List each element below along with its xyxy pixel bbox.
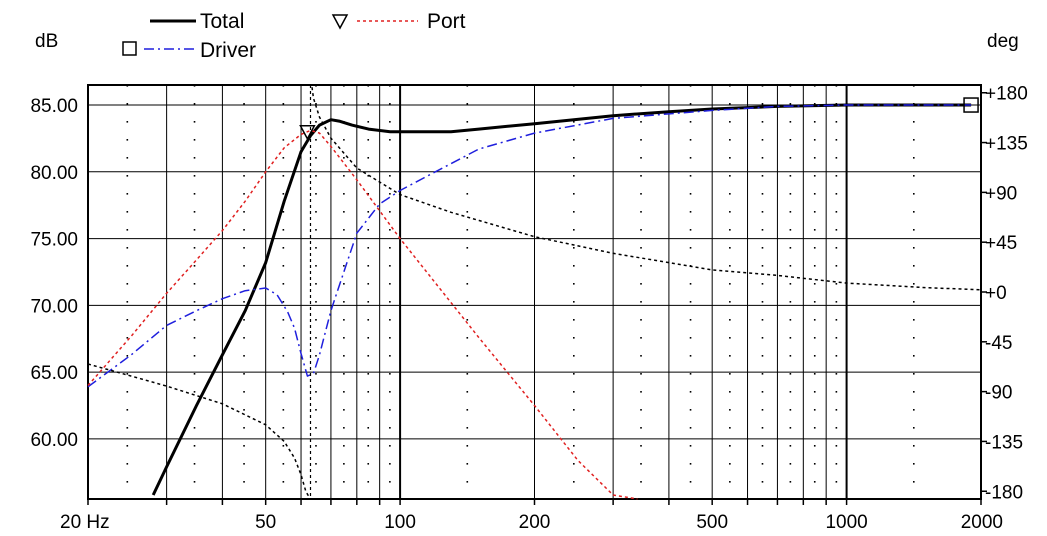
y-tick-label: 60.00	[30, 430, 78, 451]
x-tick-label: 100	[384, 512, 416, 533]
legend-label-total: Total	[200, 10, 244, 33]
x-tick-label: 20 Hz	[60, 512, 110, 533]
y2-tick-label: +90	[985, 183, 1017, 204]
legend-label-port: Port	[427, 10, 466, 33]
x-tick-label: 50	[255, 512, 276, 533]
y2-tick-label: -180	[985, 482, 1023, 503]
y-tick-label: 70.00	[30, 296, 78, 317]
triangle-marker-icon	[331, 14, 349, 30]
x-tick-label: 2000	[961, 512, 1003, 533]
square-marker-icon	[122, 41, 137, 56]
series-line-total	[151, 103, 972, 496]
right-axis-unit: deg	[987, 31, 1019, 52]
left-axis: 85.00 80.00 75.00 70.00 65.00 60.00	[30, 96, 78, 451]
x-tick-label: 500	[696, 512, 728, 533]
y2-tick-label: +135	[985, 134, 1028, 155]
legend-entry-total: Total	[150, 10, 244, 33]
series-line-phase	[87, 87, 982, 498]
series-line-port	[87, 129, 638, 500]
y-tick-label: 65.00	[30, 363, 78, 384]
legend-entry-driver: Driver	[122, 39, 256, 62]
y-tick-label: 85.00	[30, 96, 78, 117]
triangle-marker-icon	[299, 124, 316, 141]
y2-tick-label: -135	[985, 432, 1023, 453]
y2-tick-label: -45	[985, 333, 1012, 354]
y2-tick-label: -90	[985, 383, 1012, 404]
y2-tick-label: +0	[985, 283, 1007, 304]
grid-lines	[87, 85, 987, 505]
series-lines	[87, 85, 982, 500]
series-markers	[299, 97, 979, 141]
legend-entry-port: Port	[331, 10, 466, 33]
left-axis-unit: dB	[35, 31, 58, 52]
legend: Total Driver Port	[122, 10, 466, 62]
square-marker-icon	[963, 97, 979, 113]
y-tick-label: 75.00	[30, 230, 78, 251]
y-tick-label: 80.00	[30, 163, 78, 184]
x-tick-label: 1000	[825, 512, 867, 533]
x-axis: 20 Hz 50 100 200 500 1000 2000	[60, 512, 1003, 533]
y2-tick-label: +45	[985, 233, 1017, 254]
legend-label-driver: Driver	[200, 39, 256, 62]
right-axis: +180 +135 +90 +45 +0 -45 -90 -135 -180	[985, 84, 1028, 504]
y2-tick-label: +180	[985, 84, 1028, 105]
x-tick-label: 200	[519, 512, 551, 533]
